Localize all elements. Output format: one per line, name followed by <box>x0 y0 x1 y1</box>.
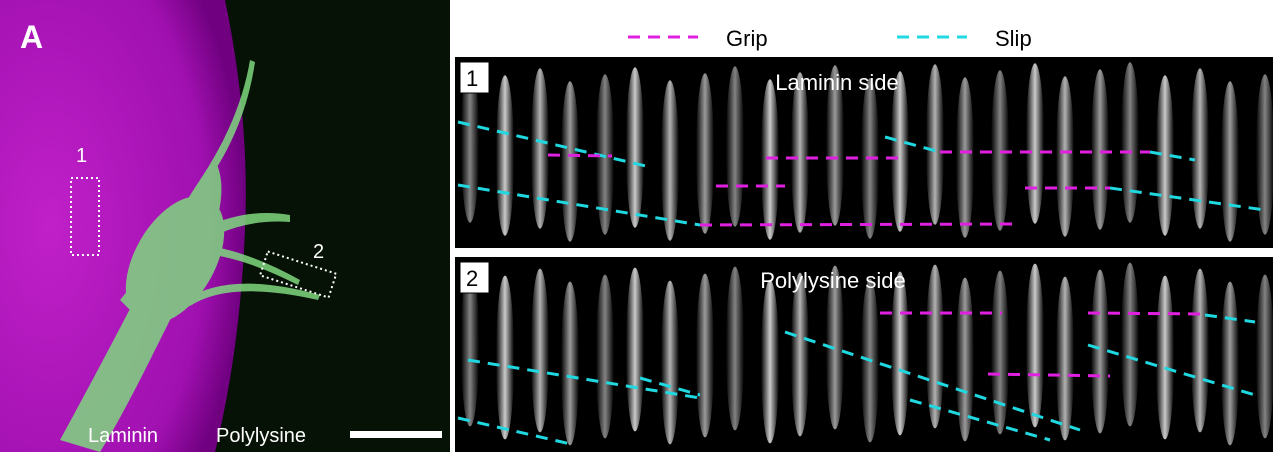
kymo-stripe <box>1221 282 1239 446</box>
kymo-stripe <box>891 71 909 231</box>
kymo-stripe <box>726 66 744 226</box>
kymo-stripe <box>1191 68 1209 228</box>
kymo-stripe <box>761 280 779 444</box>
kymo-stripe <box>1121 62 1139 222</box>
kymo-stripe <box>1026 264 1044 428</box>
kymo-stripe <box>1056 76 1074 236</box>
kymo-title: Polylysine side <box>760 268 906 293</box>
kymo-stripe <box>926 64 944 224</box>
kymo-number: 1 <box>466 66 478 91</box>
kymo-stripe <box>1191 269 1209 433</box>
kymo-stripe <box>661 80 679 240</box>
kymo-stripe <box>1121 263 1139 427</box>
bottom-label: Polylysine <box>216 425 306 447</box>
kymo-stripe <box>696 274 714 438</box>
kymo-stripe <box>991 271 1009 435</box>
kymo-stripe <box>1026 63 1044 223</box>
roi-label: 2 <box>313 241 324 263</box>
panel-label: A <box>20 19 43 55</box>
kymo-stripe <box>1056 277 1074 441</box>
roi-label: 1 <box>76 145 87 167</box>
figure: A 1 2 Laminin Polylysine Grip Slip 1 Lam… <box>0 0 1273 452</box>
kymo-stripe <box>726 267 744 431</box>
kymo-title: Laminin side <box>775 70 899 95</box>
kymo-stripe <box>496 276 514 440</box>
kymo-stripe <box>561 81 579 241</box>
kymo-stripe <box>1221 81 1239 241</box>
kymo-number: 2 <box>466 266 478 291</box>
kymo-stripe <box>626 268 644 432</box>
legend-label: Grip <box>726 26 768 51</box>
legend-label: Slip <box>995 26 1032 51</box>
kymo-stripe <box>791 72 809 232</box>
kymo-stripe <box>696 73 714 233</box>
bottom-label: Laminin <box>88 425 158 447</box>
kymo-stripe <box>496 75 514 235</box>
kymo-stripe <box>661 281 679 445</box>
kymo-stripe <box>956 77 974 237</box>
kymo-stripe <box>626 67 644 227</box>
scale-bar <box>350 431 442 438</box>
kymo-stripe <box>596 275 614 439</box>
kymo-stripe <box>531 269 549 433</box>
kymo-stripe <box>561 282 579 446</box>
kymo-stripe <box>791 273 809 437</box>
kymo-stripe <box>1091 69 1109 229</box>
kymo-stripe <box>1091 270 1109 434</box>
kymo-stripe <box>531 68 549 228</box>
kymo-stripe <box>926 265 944 429</box>
kymo-stripe <box>1156 276 1174 440</box>
kymo-stripe <box>891 272 909 436</box>
